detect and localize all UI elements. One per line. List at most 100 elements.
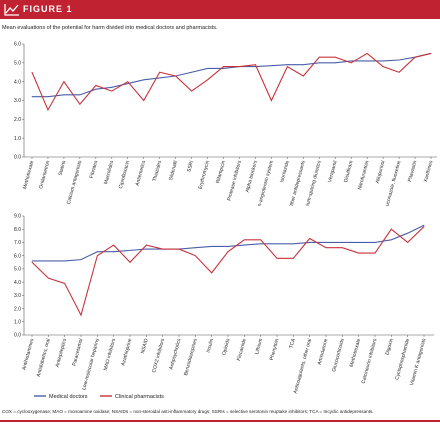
legend-entry: Medical doctors (49, 394, 88, 400)
x-tick-label: Azathioprine (120, 338, 133, 367)
y-tick-label: 3.0 (14, 98, 21, 104)
data-point (80, 259, 82, 261)
data-point (366, 60, 368, 62)
x-tick-label: Digoxin (385, 338, 395, 356)
bottom-rule (0, 420, 440, 422)
figure-caption: Mean evaluations of the potential for ha… (2, 25, 218, 31)
x-tick-label: Cyclophosphamide (394, 338, 411, 381)
y-tick-label: 2.0 (14, 306, 21, 312)
x-tick-label: Ondansetron (38, 160, 51, 190)
x-tick-label: Antiemetics (135, 159, 148, 186)
x-tick-label: Nitrofurantoin (357, 160, 371, 191)
data-point (113, 251, 115, 253)
x-tick-label: Rifampicin (215, 160, 227, 184)
x-tick-label: Ciprofloxacin (118, 160, 131, 190)
x-tick-label: Calcium antagonists (66, 159, 84, 205)
x-tick-label: Glucocorticoids (331, 337, 346, 372)
data-point (243, 239, 245, 241)
data-point (382, 66, 384, 67)
data-point (430, 53, 432, 54)
data-point (31, 260, 33, 262)
x-tick-label: Isoniazide (279, 160, 291, 184)
x-tick-label: Sildenafil (168, 160, 179, 181)
x-tick-label: Xanthines (423, 159, 435, 183)
data-point (95, 85, 97, 86)
data-point (178, 248, 180, 250)
data-point (223, 66, 224, 67)
data-point (191, 71, 193, 73)
x-tick-label: Anticoagulants, other oral (293, 338, 313, 394)
x-tick-label: Disulfiram (343, 160, 355, 183)
data-point (47, 96, 49, 98)
y-tick-label: 4.0 (14, 280, 21, 286)
data-point (374, 252, 376, 254)
data-point (143, 100, 145, 101)
data-point (47, 260, 49, 262)
data-point (325, 242, 327, 243)
data-point (276, 257, 278, 259)
y-tick-label: 4.0 (14, 79, 21, 85)
x-tick-label: Methotrexate (22, 160, 35, 190)
series-line-1 (31, 52, 432, 112)
data-point (390, 239, 392, 241)
data-point (255, 64, 256, 66)
x-tick-label: Amiodarone (317, 338, 330, 366)
x-tick-label: Alpha blockers (245, 159, 259, 193)
x-tick-label: Protease inhibitors (226, 159, 243, 201)
data-point (302, 64, 304, 66)
data-point (243, 244, 245, 246)
data-point (194, 255, 196, 257)
data-point (414, 56, 416, 58)
data-point (194, 247, 196, 249)
data-point (292, 243, 294, 245)
y-tick-label: 3.0 (14, 293, 21, 299)
y-tick-label: 9.0 (14, 214, 21, 220)
data-point (145, 248, 147, 250)
x-tick-label: Low-molecular heparins (81, 337, 101, 390)
chart-bottom: 0.0 1.0 2.0 3.0 4.0 5.0 6.0 7.0 8.0 9.0 Antihistam… (14, 214, 434, 400)
data-point (292, 257, 294, 259)
data-point (227, 251, 229, 253)
y-tick-label: 7.0 (14, 240, 21, 246)
x-tick-label: Insulin (206, 338, 216, 354)
data-point (211, 246, 213, 247)
data-point (31, 96, 33, 98)
data-point (302, 75, 304, 77)
data-point (423, 224, 425, 226)
x-tick-label: Pitavastin (407, 160, 418, 183)
data-point (260, 243, 262, 245)
data-point (47, 277, 49, 279)
x-tick-label: TCA (288, 337, 297, 349)
x-tick-label: COX2 inhibitors (151, 337, 166, 373)
x-tick-label: Antidiabetics, oral (36, 338, 52, 378)
y-tick-label: 5.0 (14, 267, 21, 273)
chart-trend-icon (4, 4, 19, 16)
data-point (407, 232, 409, 234)
data-point (227, 246, 229, 247)
data-point (358, 252, 360, 254)
x-tick-label: Antipsychotics (168, 337, 182, 370)
data-point (398, 71, 400, 73)
data-point (96, 255, 98, 257)
data-point (95, 88, 97, 90)
data-point (334, 62, 336, 64)
x-tick-label: MAO inhibitors (103, 337, 117, 371)
series-line-0 (32, 224, 425, 262)
data-point (318, 56, 320, 58)
x-tick-label: Allopurinol (375, 160, 387, 184)
data-point (111, 86, 113, 88)
chart-top: 0.0 1.0 2.0 3.0 4.0 5.0 6.0 Methotrexate Ondanse… (14, 42, 437, 206)
data-point (64, 260, 66, 262)
data-point (374, 242, 376, 243)
series-line-1 (31, 226, 425, 317)
x-tick-label: Methotrexate (349, 338, 362, 368)
y-tick-label: 5.0 (14, 61, 21, 67)
data-point (239, 66, 240, 67)
x-tick-label: Paracetamol (71, 338, 84, 367)
y-tick-label: 1.0 (14, 136, 21, 142)
data-point (398, 59, 400, 61)
figure-header: FIGURE 1 (0, 0, 440, 19)
x-tick-label: Fluconazole, fluoxetine (383, 160, 402, 206)
y-tick-label: 0.0 (14, 155, 21, 161)
data-point (79, 103, 81, 105)
